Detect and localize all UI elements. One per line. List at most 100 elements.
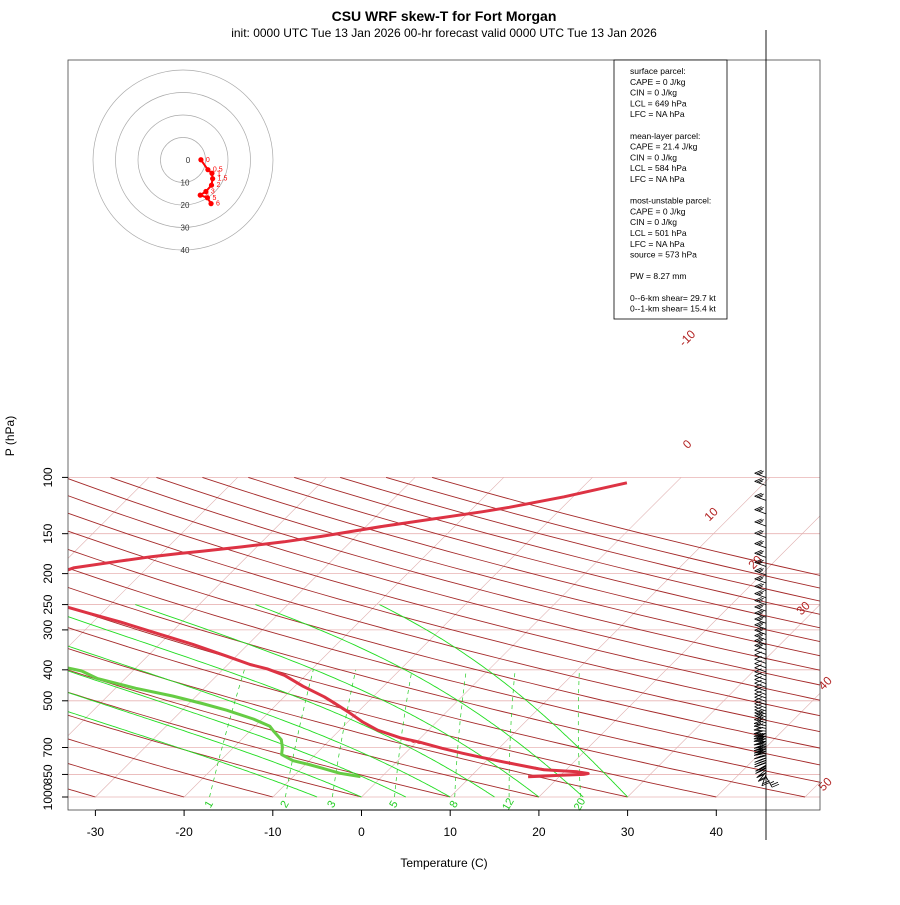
wind-barb-flag: [757, 479, 764, 482]
y-tick-label: 700: [41, 737, 55, 757]
hodograph-point: [205, 167, 210, 172]
wind-barb: [755, 541, 766, 548]
wind-barb: [755, 597, 766, 604]
wind-barb-flag: [755, 591, 762, 594]
wind-barb-flag: [755, 519, 762, 522]
wind-barb: [754, 742, 766, 745]
mixing-ratio-label: 1: [203, 799, 216, 810]
legend-line: 0--6-km shear= 29.7 kt: [630, 293, 716, 303]
y-tick-label: 850: [41, 764, 55, 784]
wind-barb-flag: [755, 633, 762, 636]
wind-barb-flag: [755, 470, 762, 473]
hodograph-point-label: 0: [206, 157, 210, 164]
hodograph-point-label: 6: [216, 201, 220, 208]
mixing-ratio-line: [578, 670, 581, 797]
isotherm-line: [539, 477, 859, 797]
dry-adiabat: [386, 477, 900, 797]
wind-barb: [755, 647, 766, 654]
wind-barb-flag: [757, 541, 764, 544]
wind-barb-flag: [757, 611, 764, 614]
x-tick-label: -10: [264, 825, 282, 839]
wind-barb-flag: [755, 478, 762, 481]
hodograph-point: [209, 171, 214, 176]
hodograph-point: [198, 193, 203, 198]
isotherm-line: [362, 477, 682, 797]
wind-barb-flag: [755, 576, 762, 579]
wind-barb-flag: [755, 530, 762, 533]
y-tick-label: 300: [41, 620, 55, 640]
x-tick-label: 20: [532, 825, 546, 839]
legend-line: CIN = 0 J/kg: [630, 152, 677, 162]
legend-line: CAPE = 0 J/kg: [630, 77, 686, 87]
hodograph-point: [209, 183, 214, 188]
wind-barb-shaft: [755, 680, 766, 684]
legend-line: LCL = 649 hPa: [630, 98, 687, 108]
y-tick-label: 200: [41, 563, 55, 583]
y-axis-label: P (hPa): [3, 416, 17, 456]
wind-barb-flag: [755, 493, 762, 496]
isotherm-label: 50: [815, 774, 835, 794]
x-tick-label: 40: [710, 825, 724, 839]
chart-title: CSU WRF skew-T for Fort Morgan: [332, 8, 557, 24]
dry-adiabat: [0, 477, 805, 797]
isotherm-label: 40: [815, 673, 835, 693]
wind-barb-flag: [757, 507, 764, 510]
chart-subtitle: init: 0000 UTC Tue 13 Jan 2026 00-hr for…: [231, 26, 657, 40]
wind-barb-flag: [755, 616, 762, 619]
hodograph-ring-label: 20: [181, 201, 190, 210]
isotherm-label: 0: [680, 437, 695, 452]
legend-line: 0--1-km shear= 15.4 kt: [630, 304, 716, 314]
hodograph-ring-label: 10: [181, 179, 190, 188]
wind-barb: [755, 493, 766, 500]
legend-line: source = 573 hPa: [630, 250, 697, 260]
wind-barb: [755, 576, 766, 583]
hodograph-point: [205, 195, 210, 200]
wind-barb-flag: [757, 605, 764, 608]
wind-barb: [755, 507, 766, 514]
hodograph-ring-label: 0: [186, 156, 191, 165]
legend-line: LCL = 501 hPa: [630, 228, 687, 238]
mixing-ratio-line: [210, 670, 245, 797]
y-tick-label: 500: [41, 690, 55, 710]
mixing-ratio-label: 2: [278, 799, 291, 810]
wind-barb-flag: [757, 494, 764, 497]
legend-line: CAPE = 21.4 J/kg: [630, 142, 698, 152]
x-axis-label: Temperature (C): [400, 856, 487, 870]
wind-barb-flag: [757, 584, 764, 587]
legend-line: CAPE = 0 J/kg: [630, 206, 686, 216]
dry-adiabat: [0, 477, 184, 797]
legend-line: CIN = 0 J/kg: [630, 88, 677, 98]
wind-barb: [755, 610, 766, 617]
hodograph-ring-label: 30: [181, 224, 190, 233]
wind-barb: [755, 604, 766, 611]
mixing-ratio-label: 5: [387, 799, 400, 810]
wind-barb-flag: [755, 550, 762, 553]
wind-barb-flag: [757, 617, 764, 620]
y-tick-label: 250: [41, 594, 55, 614]
wind-barb-flag: [755, 597, 762, 600]
x-tick-label: 30: [621, 825, 635, 839]
wind-barb: [755, 470, 766, 477]
wind-barb: [755, 478, 766, 485]
wind-barb: [766, 777, 779, 787]
wind-barb: [755, 583, 766, 590]
y-tick-label: 100: [41, 467, 55, 487]
wind-barb-shaft: [754, 726, 766, 728]
wind-barb-flag: [757, 633, 764, 636]
legend-line: surface parcel:: [630, 66, 686, 76]
wind-barb-flag: [755, 610, 762, 613]
dry-adiabat: [248, 477, 900, 797]
hodograph-ring-label: 40: [181, 246, 190, 255]
dry-adiabat: [156, 477, 900, 797]
mixing-ratio-line: [395, 670, 413, 797]
dry-adiabat: [0, 477, 628, 797]
wind-barb-flag: [755, 507, 762, 510]
legend-line: CIN = 0 J/kg: [630, 217, 677, 227]
isotherm-line: [805, 477, 900, 797]
wind-barb-shaft: [754, 730, 766, 731]
